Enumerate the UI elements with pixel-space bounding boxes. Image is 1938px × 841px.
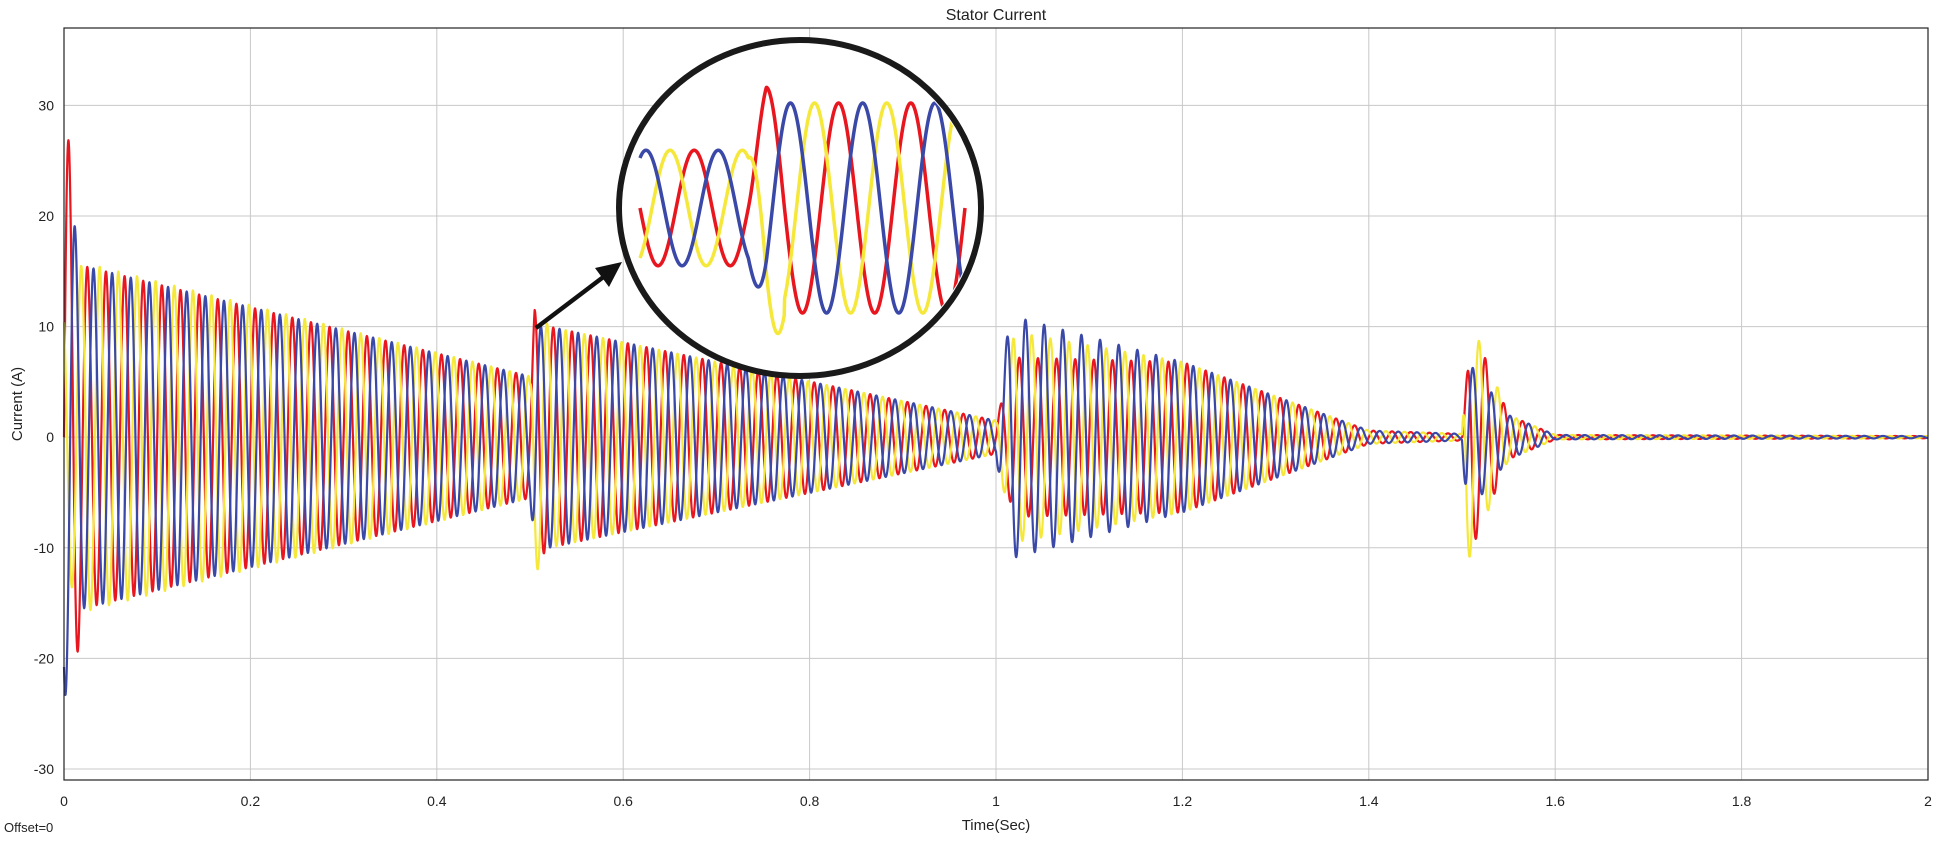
x-tick-label: 0.6	[613, 793, 633, 809]
x-tick-label: 0.2	[241, 793, 261, 809]
x-tick-label: 1.6	[1545, 793, 1565, 809]
series-line-1	[62, 264, 1929, 612]
plot-frame	[63, 27, 1929, 781]
y-tick-label: -30	[34, 761, 54, 777]
inset-waves	[638, 85, 967, 336]
x-tick-label: 1.4	[1359, 793, 1379, 809]
inset-series-line-2	[638, 101, 967, 315]
y-tick-label: -20	[34, 650, 54, 666]
x-tick-label: 1.2	[1173, 793, 1193, 809]
series-line-0	[62, 139, 1929, 653]
inset-arrow-head	[595, 262, 622, 287]
chart-title: Stator Current	[946, 7, 1047, 24]
inset-series-line-0	[638, 85, 967, 315]
zoom-inset	[534, 37, 984, 379]
x-tick-labels: 0 0.2 0.4 0.6 0.8 1 1.2 1.4 1.6 1.8 2	[60, 793, 1932, 809]
x-tick-label: 1.8	[1732, 793, 1752, 809]
series-line-2	[62, 225, 1929, 696]
inset-arrow-shaft	[534, 273, 608, 330]
inset-border	[616, 37, 984, 379]
series-layer	[62, 139, 1929, 696]
x-tick-label: 1	[992, 793, 1000, 809]
y-axis-label: Current (A)	[9, 367, 26, 441]
y-tick-labels: 30 20 10 0 -10 -20 -30	[34, 97, 54, 777]
y-tick-label: 10	[38, 319, 54, 335]
y-tick-label: 0	[46, 429, 54, 445]
y-tick-label: 30	[38, 97, 54, 113]
x-tick-label: 0	[60, 793, 68, 809]
y-tick-label: 20	[38, 208, 54, 224]
x-tick-label: 2	[1924, 793, 1932, 809]
x-tick-label: 0.8	[800, 793, 820, 809]
y-tick-label: -10	[34, 540, 54, 556]
offset-label: Offset=0	[4, 820, 53, 835]
x-tick-label: 0.4	[427, 793, 447, 809]
x-axis-label: Time(Sec)	[962, 817, 1031, 834]
